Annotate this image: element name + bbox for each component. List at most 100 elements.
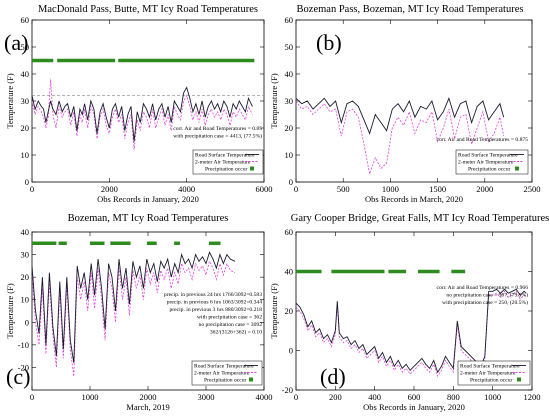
y-tick-label: 60	[21, 15, 30, 25]
annotation-text: no precipitation case = 3092	[199, 322, 263, 328]
x-tick-label: 2000	[101, 184, 118, 194]
x-tick-label: 6000	[256, 184, 273, 194]
y-tick-label: 30	[285, 96, 294, 106]
x-tick-label: 600	[408, 392, 421, 402]
panel-label: (d)	[320, 364, 346, 389]
annotation-text: precip. in previous 3 hrs 880/3092=0.218	[170, 307, 263, 313]
x-tick-label: 2000	[140, 392, 157, 402]
y-axis-label: Temperature (F)	[5, 283, 15, 339]
legend-entry: 2-meter Air Temperature	[460, 371, 516, 377]
y-tick-label: 0	[25, 317, 29, 327]
annotation-text: with precipitation case = 250, (20.5%)	[442, 299, 528, 306]
x-tick-label: 0	[30, 392, 34, 402]
legend-entry: Precipitation occur	[468, 167, 511, 173]
panel-a: MacDonald Pass, Butte, MT Icy Road Tempe…	[4, 4, 273, 204]
y-tick-label: 10	[21, 295, 30, 305]
x-tick-label: 1000	[382, 184, 399, 194]
x-tick-label: 1000	[484, 392, 501, 402]
y-tick-label: 30	[21, 96, 30, 106]
x-tick-label: 0	[30, 184, 34, 194]
legend-swatch-precip	[517, 377, 521, 382]
annotation-text: corr. Air and Road Temperatures = 0.875	[436, 137, 528, 143]
annotation-text: corr. Air and Road Temperatures = 0.85	[173, 126, 262, 132]
y-tick-label: 10	[285, 150, 294, 160]
air-temperature-line	[32, 79, 253, 150]
y-tick-label: 20	[285, 123, 294, 133]
x-tick-label: 2000	[476, 184, 493, 194]
x-axis-label: Obs Records in March, 2020	[365, 194, 463, 204]
legend-entry: Precipitation occur	[205, 167, 248, 173]
x-tick-label: 1200	[524, 392, 541, 402]
annotation-text: precip. in previous 6 hrs 1063/3092=0.34…	[167, 300, 262, 306]
legend-entry: Road Surface Temperature	[458, 152, 518, 159]
annotation-text: precip. in previous 24 hrs 1766/3092=0.5…	[164, 292, 262, 298]
y-tick-label: -20	[282, 385, 293, 395]
x-tick-label: 1500	[429, 184, 446, 194]
y-axis-label: Temperature (F)	[5, 73, 15, 129]
panel-label: (a)	[4, 30, 28, 55]
y-tick-label: 50	[21, 42, 30, 52]
x-tick-label: 2500	[524, 184, 541, 194]
y-axis-label: Temperature (F)	[269, 73, 279, 129]
panel-label: (c)	[6, 364, 30, 389]
y-tick-label: 40	[21, 69, 30, 79]
annotation-text: 362/(3126+362) = 0.10	[210, 329, 262, 336]
panel-c: Bozeman, MT Icy Road Temperatures -20 -10 0…	[5, 213, 273, 412]
annotation-text: with precipitation case = 4413, (77.5%)	[173, 133, 262, 140]
legend-swatch-precip	[515, 166, 519, 171]
y-tick-label: 60	[285, 15, 294, 25]
y-axis-label: Temperature (F)	[269, 283, 279, 339]
y-tick-label: 20	[21, 123, 30, 133]
legend-entry: 2-meter Air Temperature	[194, 371, 250, 377]
panel-d: Gary Cooper Bridge, Great Falls, MT Icy …	[269, 213, 549, 412]
x-tick-label: 800	[447, 392, 460, 402]
annotation-text: with precipitation case = 362	[197, 315, 262, 321]
annotation-text: no precipitation case = 967, (79.5%)	[446, 292, 528, 299]
x-tick-label: 4000	[178, 184, 195, 194]
legend-entry: Road Surface Temperature	[195, 152, 255, 159]
x-tick-label: 1000	[82, 392, 99, 402]
annotation-text: corr. Air and Road Temperatures = 0.966	[436, 285, 528, 291]
x-tick-label: 200	[329, 392, 342, 402]
y-tick-label: -20	[18, 362, 29, 372]
legend-entry: Road Surface Temperature	[194, 363, 254, 370]
x-tick-label: 500	[337, 184, 350, 194]
legend-entry: Precipitation occur	[470, 378, 513, 384]
y-tick-label: 50	[285, 42, 294, 52]
air-temperature-line	[296, 100, 505, 176]
road-temperature-line	[296, 288, 527, 374]
y-tick-label: 0	[289, 346, 293, 356]
x-tick-label: 0	[294, 392, 298, 402]
x-tick-label: 4000	[256, 392, 273, 402]
road-temperature-line	[32, 251, 236, 363]
chart-title: Bozeman, MT Icy Road Temperatures	[68, 213, 229, 224]
panel-b: Bozeman Pass, Bozeman, MT Icy Road Tempe…	[269, 4, 541, 204]
y-tick-label: -10	[18, 340, 29, 350]
y-tick-label: 0	[25, 177, 29, 187]
y-tick-label: 30	[21, 250, 30, 260]
chart-title: MacDonald Pass, Butte, MT Icy Road Tempe…	[38, 4, 258, 15]
legend-entry: 2-meter Air Temperature	[458, 160, 514, 166]
panel-label: (b)	[316, 30, 342, 55]
x-axis-label: March, 2019	[126, 402, 169, 412]
y-tick-label: 0	[289, 177, 293, 187]
y-tick-label: 60	[285, 227, 294, 237]
y-tick-label: 40	[21, 227, 30, 237]
x-axis-label: Obs Records in January, 2020	[97, 194, 199, 204]
road-temperature-line	[32, 86, 253, 142]
y-tick-label: 40	[285, 267, 294, 277]
road-temperature-line	[296, 96, 505, 135]
chart-title: Bozeman Pass, Bozeman, MT Icy Road Tempe…	[297, 4, 524, 15]
x-tick-label: 3000	[198, 392, 215, 402]
legend-entry: Precipitation occur	[204, 378, 247, 384]
y-tick-label: 40	[285, 69, 294, 79]
chart-title: Gary Cooper Bridge, Great Falls, MT Icy …	[291, 213, 549, 224]
legend-entry: Road Surface Temperature	[460, 363, 520, 370]
legend-swatch-precip	[249, 377, 253, 382]
y-tick-label: 20	[285, 306, 294, 316]
y-tick-label: 10	[21, 150, 30, 160]
